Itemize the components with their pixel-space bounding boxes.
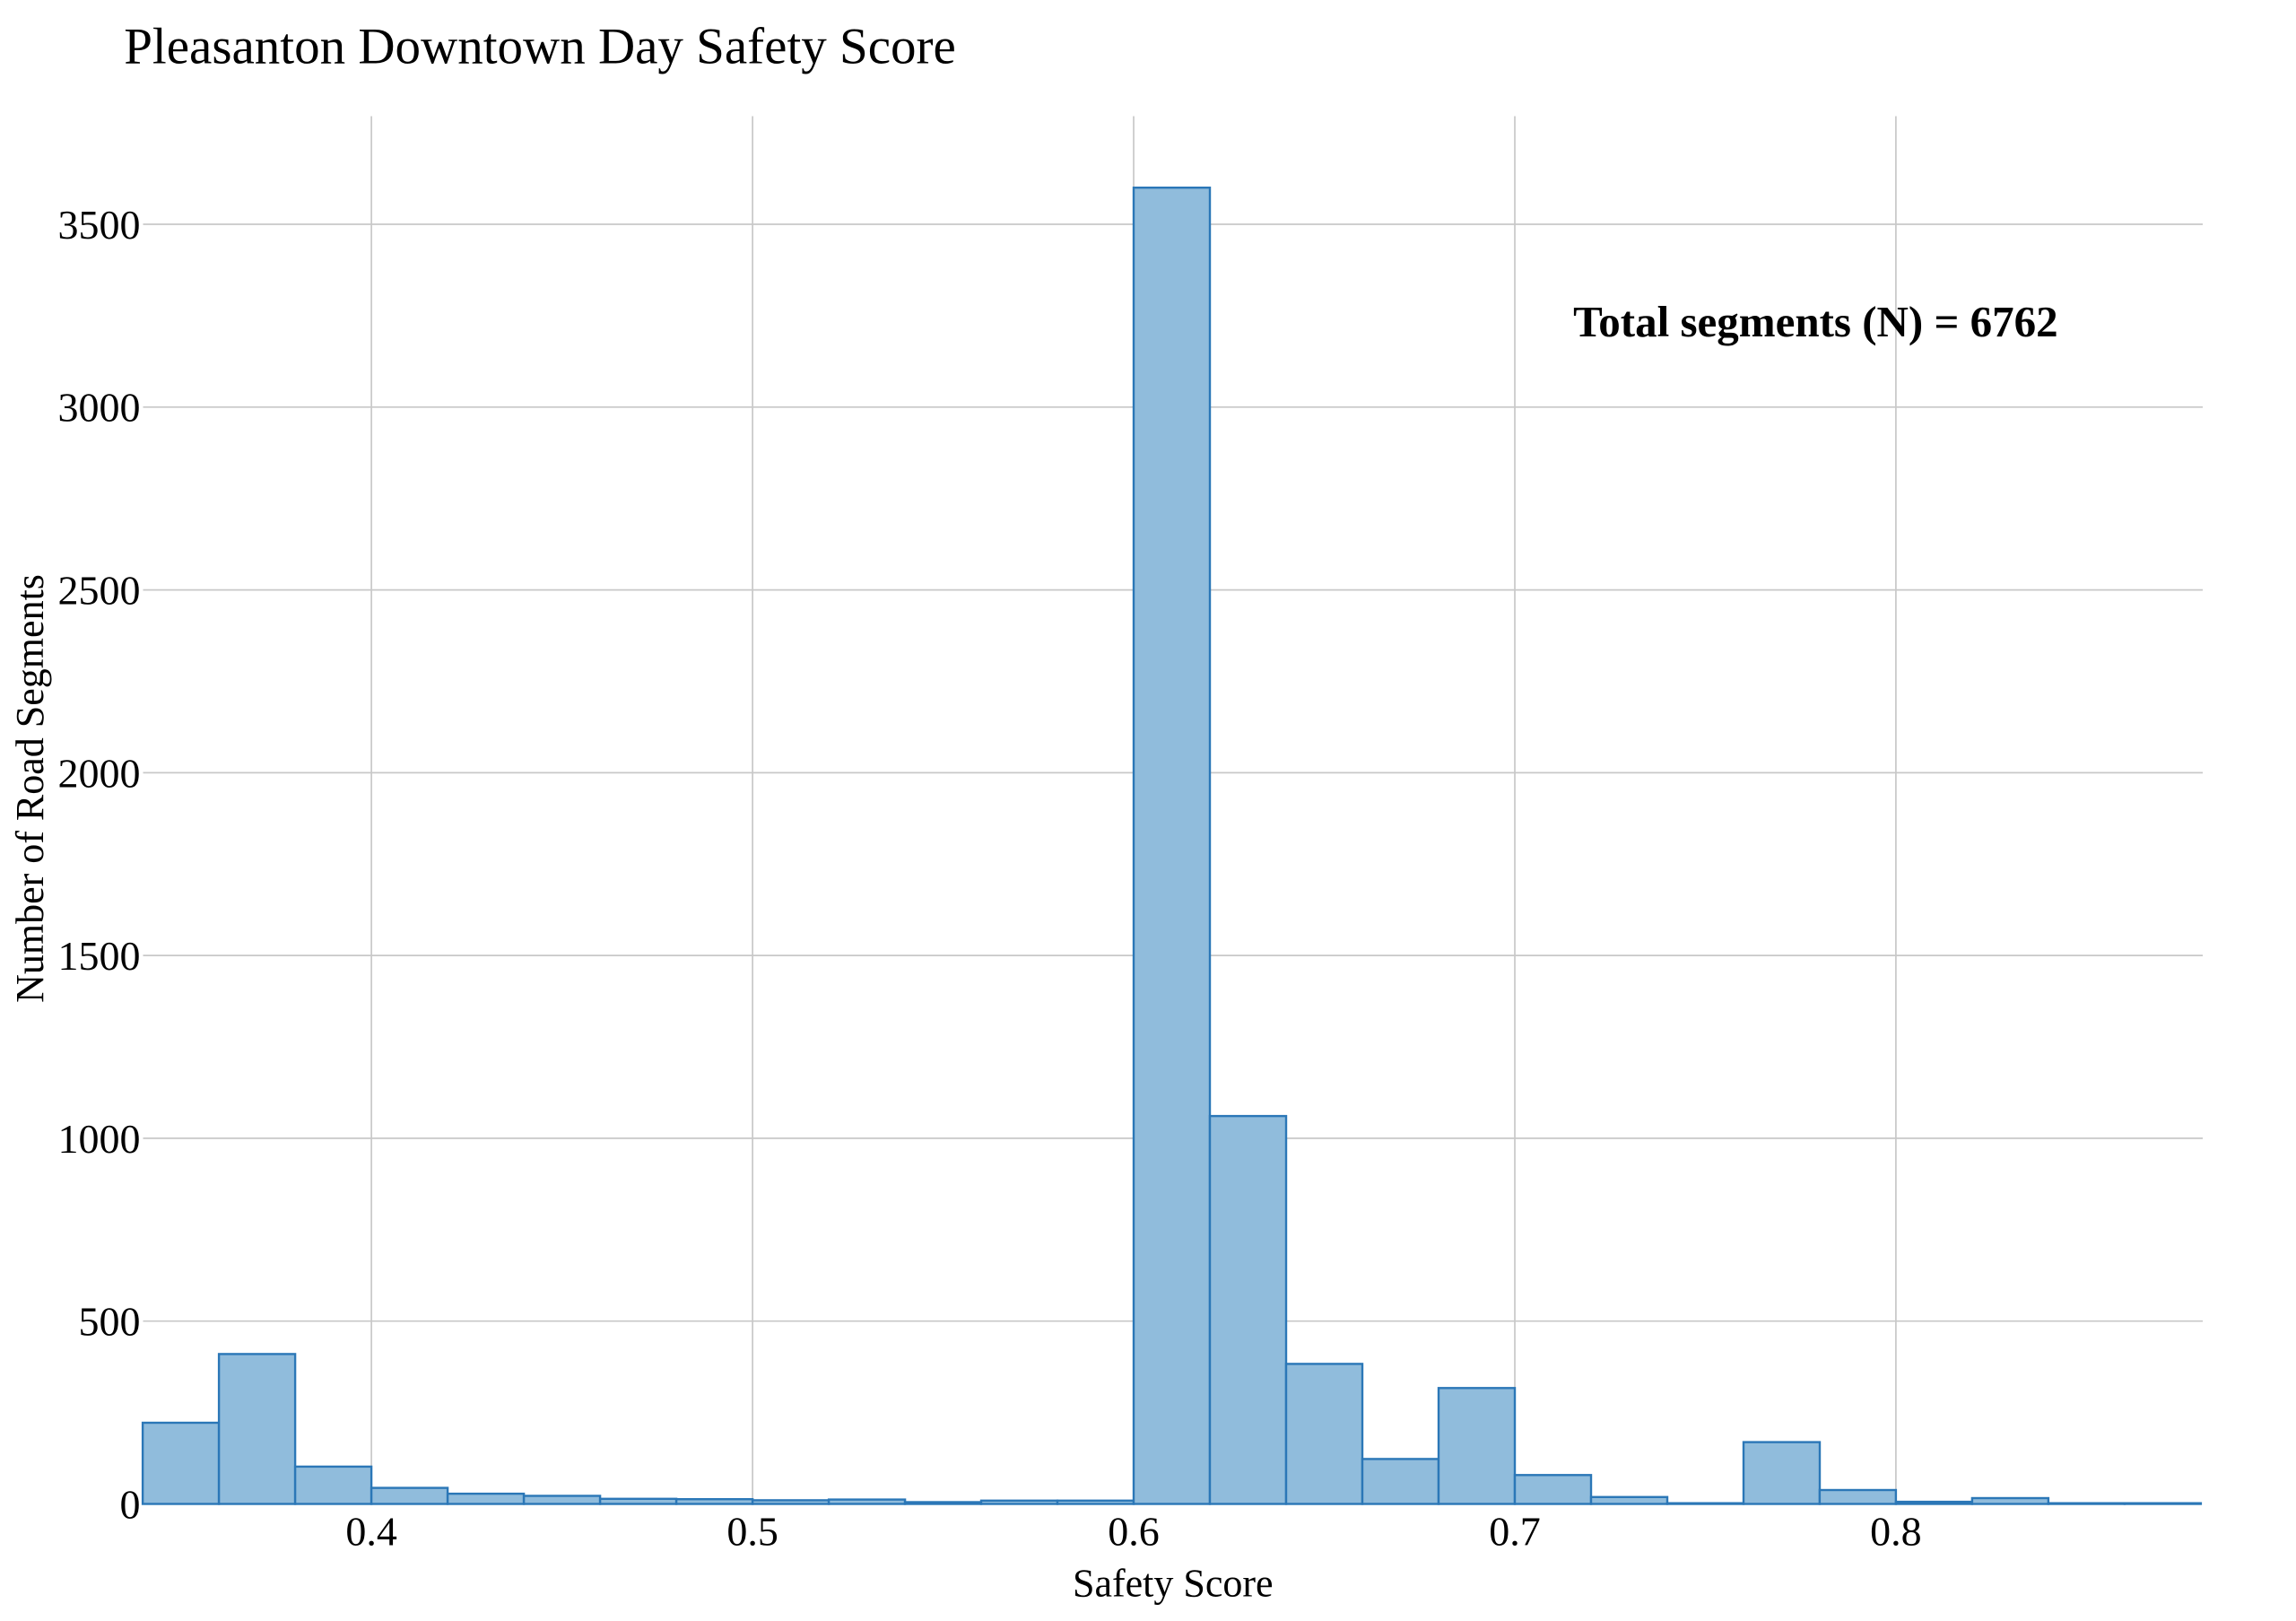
svg-text:Pleasanton Downtown Day Safety: Pleasanton Downtown Day Safety Score	[124, 19, 956, 75]
svg-text:500: 500	[79, 1299, 141, 1345]
svg-text:3000: 3000	[58, 385, 141, 431]
svg-text:Safety Score: Safety Score	[1073, 1561, 1274, 1605]
svg-text:Total segments (N) = 6762: Total segments (N) = 6762	[1573, 297, 2058, 346]
svg-text:0.6: 0.6	[1108, 1509, 1160, 1555]
svg-text:2500: 2500	[58, 568, 141, 614]
svg-text:0.7: 0.7	[1489, 1509, 1541, 1555]
svg-text:0: 0	[120, 1481, 141, 1527]
svg-text:Number of Road Segments: Number of Road Segments	[8, 574, 52, 1003]
svg-text:0.8: 0.8	[1870, 1509, 1922, 1555]
svg-text:3500: 3500	[58, 202, 141, 248]
svg-text:0.4: 0.4	[345, 1509, 397, 1555]
svg-text:0.5: 0.5	[726, 1509, 778, 1555]
svg-text:2000: 2000	[58, 750, 141, 796]
svg-text:1000: 1000	[58, 1116, 141, 1162]
svg-text:1500: 1500	[58, 933, 141, 979]
